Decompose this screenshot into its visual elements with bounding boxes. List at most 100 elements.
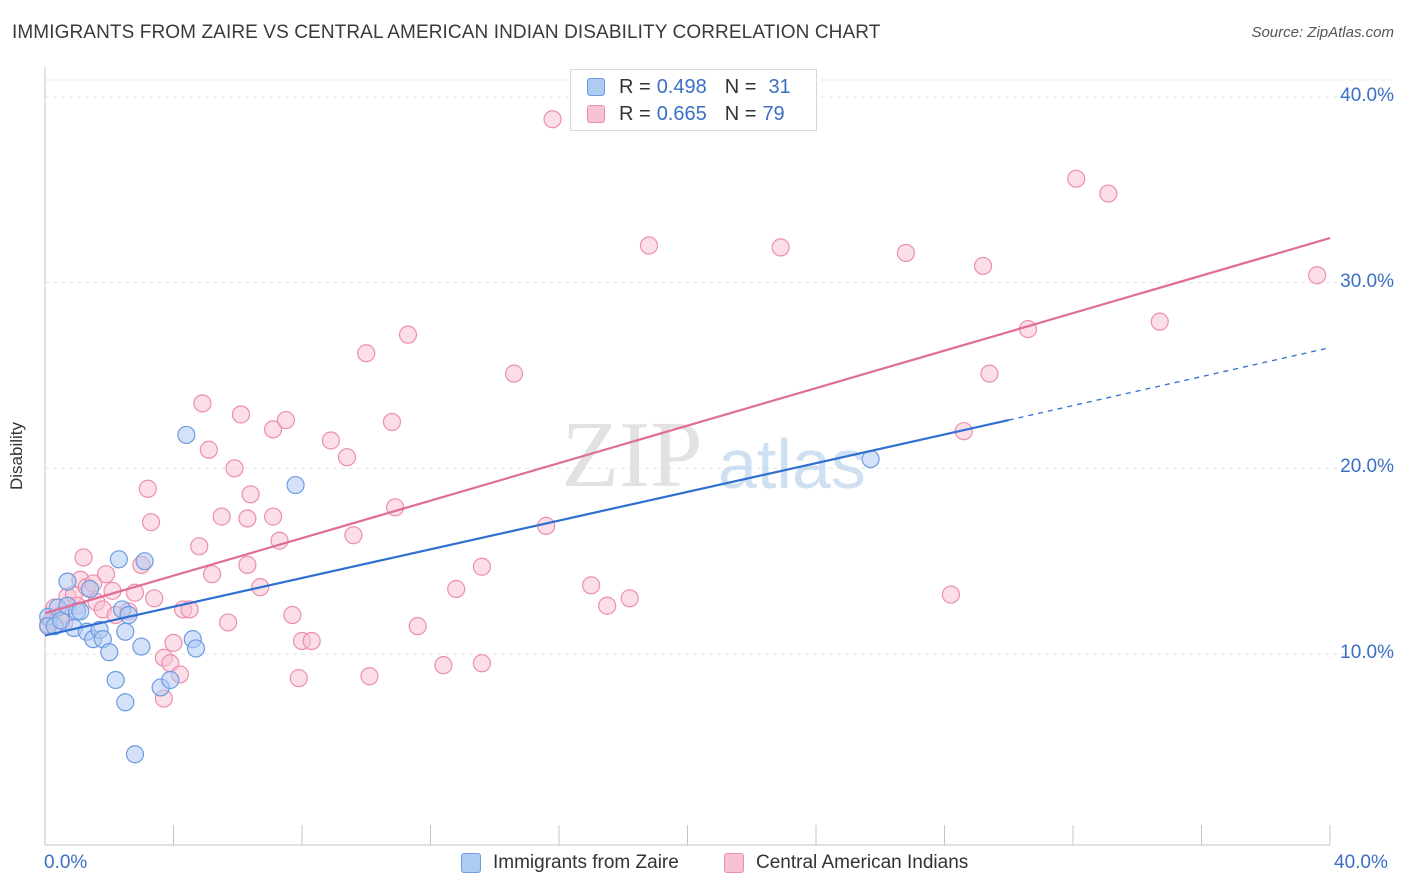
point-central-american-indians [398, 325, 418, 344]
point-central-american-indians [193, 394, 212, 413]
point-central-american-indians [771, 238, 790, 257]
point-immigrants-from-zaire [125, 745, 145, 764]
point-central-american-indians [276, 410, 296, 430]
point-central-american-indians [504, 364, 524, 383]
point-central-american-indians [212, 507, 231, 526]
point-immigrants-from-zaire [58, 572, 77, 591]
r-label: R = [619, 102, 651, 125]
n-value: 79 [762, 102, 785, 125]
chart-title: IMMIGRANTS FROM ZAIRE VS CENTRAL AMERICA… [12, 22, 881, 43]
stats-legend-row-zaire: R = 0.498 N = 31 [587, 75, 791, 99]
stats-legend-row-central-american-indians: R = 0.665 N = 79 [587, 102, 785, 126]
point-immigrants-from-zaire [161, 670, 180, 690]
point-central-american-indians [145, 589, 164, 608]
point-central-american-indians [238, 555, 257, 574]
pink-swatch [724, 853, 744, 873]
point-immigrants-from-zaire [116, 693, 135, 712]
legend-label: Central American Indians [756, 852, 969, 873]
point-central-american-indians [639, 236, 659, 255]
point-central-american-indians [896, 243, 916, 263]
point-immigrants-from-zaire [177, 425, 196, 445]
point-central-american-indians [447, 579, 466, 599]
trend-line-central-american-indians [44, 237, 1331, 615]
point-immigrants-from-zaire [106, 670, 125, 690]
point-central-american-indians [302, 631, 321, 651]
point-central-american-indians [1067, 169, 1086, 188]
point-immigrants-from-zaire [135, 552, 154, 571]
point-central-american-indians [408, 617, 427, 636]
legend-item-immigrants-from-zaire[interactable]: Immigrants from Zaire [461, 852, 679, 874]
point-central-american-indians [941, 585, 961, 604]
point-central-american-indians [1150, 312, 1169, 331]
point-immigrants-from-zaire [116, 622, 135, 641]
point-central-american-indians [472, 557, 491, 576]
point-central-american-indians [74, 548, 93, 567]
stats-legend: R = 0.498 N = 31 R = 0.665 N = 79 [570, 69, 817, 131]
blue-swatch [587, 78, 605, 96]
n-value: 31 [768, 75, 791, 98]
point-central-american-indians [263, 420, 283, 439]
point-central-american-indians [283, 605, 302, 625]
point-central-american-indians [337, 448, 357, 467]
point-central-american-indians [225, 459, 244, 478]
n-label: N = [724, 102, 757, 125]
point-central-american-indians [434, 656, 453, 675]
point-immigrants-from-zaire [286, 475, 305, 495]
series-immigrants-from-zaire [39, 425, 880, 764]
source-label: Source: ZipAtlas.com [1251, 24, 1394, 41]
point-central-american-indians [190, 537, 209, 556]
trend-line-immigrants-from-zaire-extension [1008, 347, 1331, 421]
point-central-american-indians [360, 667, 379, 686]
point-central-american-indians [96, 565, 116, 584]
point-central-american-indians [263, 507, 283, 526]
y-axis-label: Disability [7, 421, 26, 491]
point-immigrants-from-zaire [109, 550, 128, 569]
point-central-american-indians [973, 256, 993, 276]
point-central-american-indians [231, 405, 251, 424]
point-central-american-indians [138, 479, 157, 498]
point-central-american-indians [472, 654, 491, 673]
point-central-american-indians [1099, 184, 1118, 203]
pink-swatch [587, 105, 605, 123]
point-central-american-indians [1308, 266, 1327, 285]
point-central-american-indians [199, 440, 218, 459]
y-tick-label: 10.0% [1340, 642, 1394, 663]
point-central-american-indians [289, 669, 308, 688]
point-central-american-indians [219, 613, 238, 632]
point-central-american-indians [202, 565, 222, 584]
point-central-american-indians [141, 513, 161, 532]
legend-item-central-american-indians[interactable]: Central American Indians [724, 852, 968, 874]
point-central-american-indians [321, 431, 341, 450]
point-central-american-indians [620, 589, 639, 608]
point-central-american-indians [382, 412, 402, 432]
x-tick-label-max: 40.0% [1334, 852, 1388, 873]
point-central-american-indians [344, 526, 363, 545]
legend-label: Immigrants from Zaire [493, 852, 679, 873]
r-value: 0.498 [656, 75, 707, 98]
point-central-american-indians [238, 509, 257, 528]
point-central-american-indians [582, 576, 601, 595]
watermark-atlas: atlas [718, 425, 866, 503]
watermark-zip: ZIP [562, 403, 703, 507]
trend-line-immigrants-from-zaire [44, 418, 1009, 637]
axes [44, 67, 1331, 846]
point-immigrants-from-zaire [132, 637, 151, 656]
blue-swatch [461, 853, 481, 873]
point-central-american-indians [543, 110, 562, 129]
point-immigrants-from-zaire [186, 639, 206, 658]
point-central-american-indians [241, 485, 260, 504]
point-central-american-indians [980, 364, 999, 383]
point-central-american-indians [598, 596, 617, 615]
point-central-american-indians [164, 633, 183, 652]
y-tick-label: 20.0% [1340, 456, 1394, 478]
r-label: R = [619, 75, 651, 98]
y-tick-label: 40.0% [1340, 85, 1394, 106]
r-value: 0.665 [656, 102, 707, 125]
n-label: N = [724, 75, 757, 98]
point-immigrants-from-zaire [80, 579, 100, 599]
x-tick-label-min: 0.0% [44, 852, 88, 873]
point-central-american-indians [357, 344, 376, 363]
point-immigrants-from-zaire [100, 643, 119, 662]
y-tick-label: 30.0% [1340, 270, 1394, 292]
